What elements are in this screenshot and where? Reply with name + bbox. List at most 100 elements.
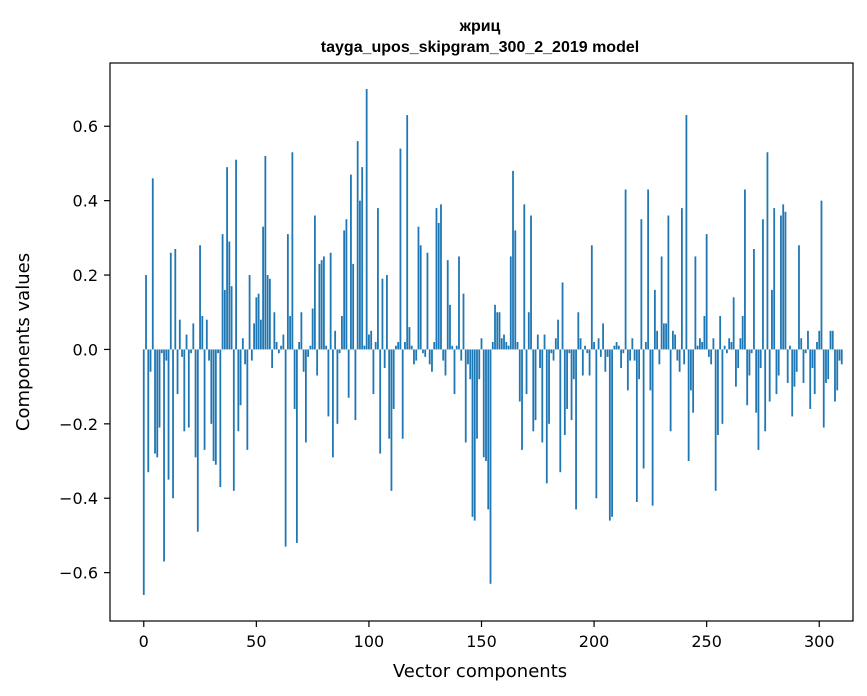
bar-244	[692, 349, 695, 413]
bar-291	[798, 245, 800, 350]
bar-48	[250, 349, 253, 361]
bar-224	[647, 189, 650, 350]
bar-72	[304, 349, 307, 443]
bar-259	[726, 349, 728, 354]
bar-292	[800, 338, 803, 350]
bar-43	[239, 349, 242, 406]
bar-165	[514, 230, 517, 350]
bar-227	[653, 289, 656, 350]
bar-169	[523, 204, 526, 350]
bar-254	[714, 349, 717, 491]
bar-14	[174, 249, 177, 350]
bar-131	[437, 222, 440, 350]
bar-261	[730, 342, 733, 350]
bar-107	[383, 349, 386, 369]
bar-230	[660, 256, 663, 350]
bar-289	[793, 349, 796, 387]
bar-149	[478, 349, 481, 380]
bar-258	[723, 345, 726, 350]
bar-130	[435, 208, 438, 350]
bar-4	[151, 178, 154, 350]
bar-3	[149, 349, 152, 372]
bar-248	[701, 342, 704, 350]
bar-143	[464, 349, 467, 443]
bar-33	[217, 349, 219, 354]
bar-215	[626, 349, 629, 391]
bar-195	[581, 349, 584, 376]
bar-203	[599, 349, 602, 357]
bar-18	[183, 349, 186, 432]
bar-175	[536, 334, 539, 350]
bar-10	[165, 349, 168, 361]
bar-142	[462, 293, 465, 350]
bar-288	[791, 349, 794, 417]
bar-171	[527, 312, 530, 350]
bar-71	[302, 349, 305, 372]
bar-186	[561, 282, 564, 350]
bar-268	[746, 349, 749, 406]
bar-123	[419, 245, 422, 350]
bar-233	[667, 215, 670, 350]
bar-191	[572, 349, 575, 380]
bar-249	[703, 315, 706, 350]
bar-277	[766, 152, 769, 350]
bar-197	[586, 349, 589, 354]
bar-116	[404, 342, 406, 350]
bar-217	[631, 338, 634, 350]
bar-199	[590, 245, 593, 350]
bar-95	[356, 141, 359, 350]
x-tick-label: 150	[466, 632, 497, 651]
bar-237	[676, 349, 679, 361]
bar-167	[518, 349, 521, 402]
bar-118	[408, 327, 411, 350]
bar-187	[563, 349, 566, 435]
bar-243	[689, 349, 692, 391]
bar-177	[541, 349, 544, 443]
bar-127	[428, 349, 431, 365]
bar-223	[644, 342, 647, 350]
bar-12	[169, 252, 172, 350]
bar-286	[786, 349, 789, 383]
bar-301	[820, 200, 823, 350]
x-tick-label: 250	[691, 632, 722, 651]
bar-104	[377, 208, 379, 350]
bar-94	[354, 349, 357, 421]
bar-38	[228, 241, 231, 350]
bar-181	[550, 349, 553, 354]
bar-216	[629, 349, 631, 361]
bar-77	[316, 349, 319, 376]
bar-182	[552, 349, 555, 361]
bar-270	[750, 349, 753, 354]
bar-103	[374, 342, 377, 350]
bar-81	[325, 345, 328, 350]
bar-178	[543, 334, 546, 350]
bar-231	[662, 323, 665, 350]
bar-101	[370, 330, 373, 350]
bar-39	[230, 286, 233, 350]
bar-61	[280, 345, 283, 350]
bar-47	[248, 275, 251, 350]
bar-280	[773, 208, 776, 350]
bar-97	[361, 167, 364, 350]
bar-226	[651, 349, 654, 506]
bar-85	[334, 330, 337, 350]
chart-title-line2: tayga_upos_skipgram_300_2_2019 model	[321, 39, 639, 56]
bar-126	[426, 252, 429, 350]
bar-294	[804, 349, 807, 354]
bar-282	[777, 349, 780, 376]
bar-105	[379, 349, 382, 454]
bar-267	[744, 189, 746, 350]
x-axis-label: Vector components	[393, 661, 567, 682]
bar-298	[813, 349, 816, 395]
bar-124	[422, 349, 424, 354]
bar-102	[372, 349, 375, 395]
plot-frame	[109, 62, 854, 622]
bar-255	[717, 349, 719, 435]
bar-153	[487, 349, 490, 510]
bar-229	[658, 349, 661, 365]
bar-134	[444, 349, 447, 376]
bar-183	[554, 338, 557, 350]
bar-204	[602, 323, 604, 350]
bar-98	[363, 345, 366, 350]
bar-212	[620, 349, 622, 369]
